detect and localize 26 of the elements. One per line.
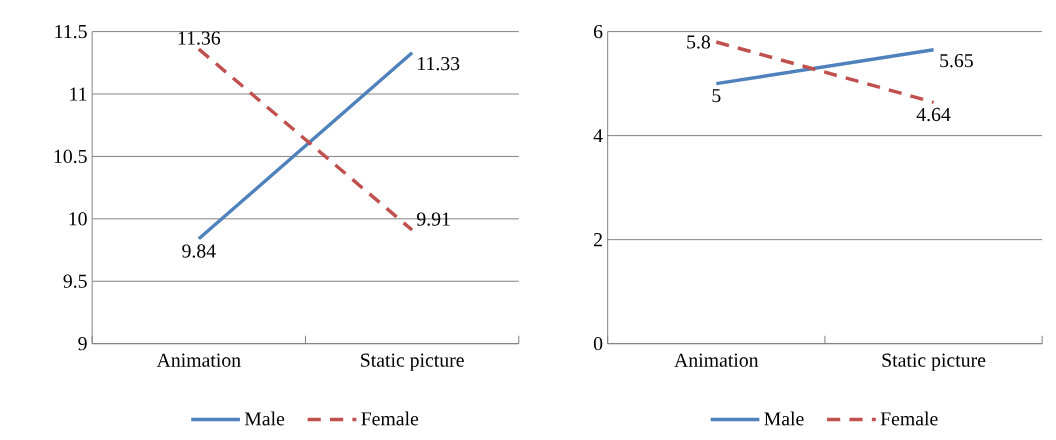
data-label: 5 xyxy=(712,88,721,103)
y-tick-label: 9.5 xyxy=(63,274,87,288)
x-tick-label: Static picture xyxy=(361,353,464,371)
x-tick-label: Animation xyxy=(156,353,241,367)
y-tick-label: 10.5 xyxy=(54,149,87,163)
data-label: 11.33 xyxy=(418,56,460,71)
data-label: 9.84 xyxy=(182,244,216,258)
data-label: 5.65 xyxy=(940,53,973,68)
y-tick-label: 9 xyxy=(78,336,87,351)
data-label: 9.91 xyxy=(416,212,450,226)
data-label: 11.36 xyxy=(178,31,221,45)
y-tick-label: 10 xyxy=(69,211,87,226)
y-tick-label: 11 xyxy=(70,87,87,101)
x-tick-label: Animation xyxy=(674,353,759,367)
x-tick-label: Static picture xyxy=(882,353,986,371)
legend-label: Female xyxy=(361,411,419,426)
data-label: 4.64 xyxy=(916,107,951,122)
y-tick-label: 0 xyxy=(593,336,603,351)
legend-label: Male xyxy=(764,411,804,426)
y-tick-label: 4 xyxy=(593,128,603,142)
y-tick-label: 6 xyxy=(593,24,603,39)
y-tick-label: 2 xyxy=(594,232,602,246)
legend-label: Female xyxy=(880,411,938,426)
y-tick-label: 11.5 xyxy=(55,24,87,39)
data-label: 5.8 xyxy=(687,35,711,49)
legend-label: Male xyxy=(244,411,285,426)
